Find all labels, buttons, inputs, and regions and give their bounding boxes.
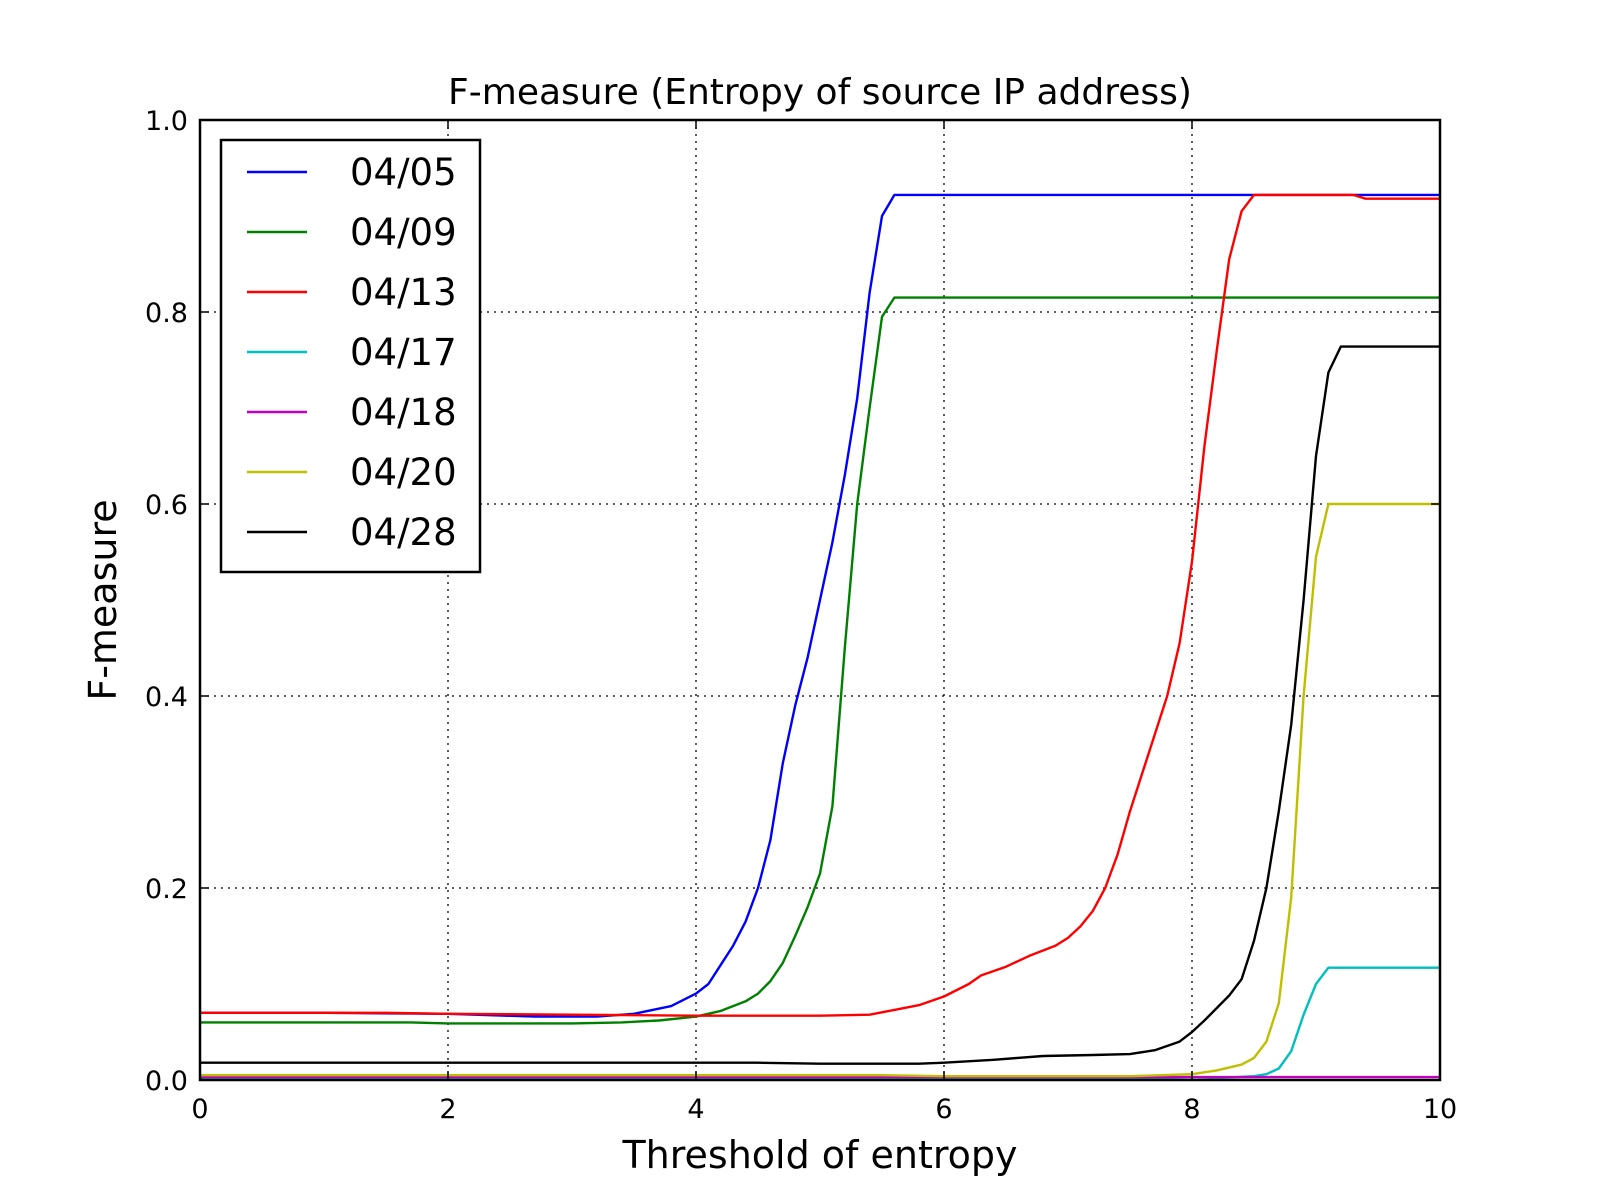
y-tick-label: 0.0 [145, 1066, 188, 1097]
x-tick-label: 8 [1183, 1094, 1200, 1125]
x-axis-label: Threshold of entropy [621, 1133, 1017, 1177]
x-tick-label: 2 [439, 1094, 456, 1125]
x-tick-label: 4 [687, 1094, 704, 1125]
y-tick-label: 0.4 [145, 682, 188, 713]
y-tick-label: 1.0 [145, 106, 188, 137]
x-tick-label: 6 [935, 1094, 952, 1125]
legend-label: 04/05 [350, 151, 457, 194]
series-line-04-20 [200, 502, 1440, 1078]
legend-label: 04/09 [350, 211, 457, 254]
legend-label: 04/18 [350, 391, 457, 434]
y-tick-label: 0.2 [145, 874, 188, 905]
x-tick-label: 10 [1423, 1094, 1457, 1125]
x-tick-label: 0 [191, 1094, 208, 1125]
y-axis-label: F-measure [81, 499, 125, 700]
legend-label: 04/28 [350, 511, 457, 554]
chart-title: F-measure (Entropy of source IP address) [448, 72, 1192, 113]
series-line-04-13 [200, 193, 1440, 1017]
plot-frame [198, 118, 1442, 1082]
legend-label: 04/20 [350, 451, 457, 494]
legend-frame [219, 138, 482, 574]
legend-label: 04/13 [350, 271, 457, 314]
series-lines [200, 193, 1440, 1080]
series-line-04-05 [200, 193, 1440, 1018]
legend: 04/05 04/09 04/13 04/17 04/18 04/20 04/28 [219, 138, 482, 574]
series-line-04-28 [200, 345, 1440, 1065]
series-line-04-09 [200, 296, 1440, 1025]
legend-label: 04/17 [350, 331, 457, 374]
axis-ticks: 0 2 4 6 8 10 0.0 0.2 0.4 0.6 0.8 1.0 [145, 106, 1457, 1125]
grid [200, 120, 1440, 1080]
y-tick-label: 0.8 [145, 298, 188, 329]
y-tick-label: 0.6 [145, 490, 188, 521]
